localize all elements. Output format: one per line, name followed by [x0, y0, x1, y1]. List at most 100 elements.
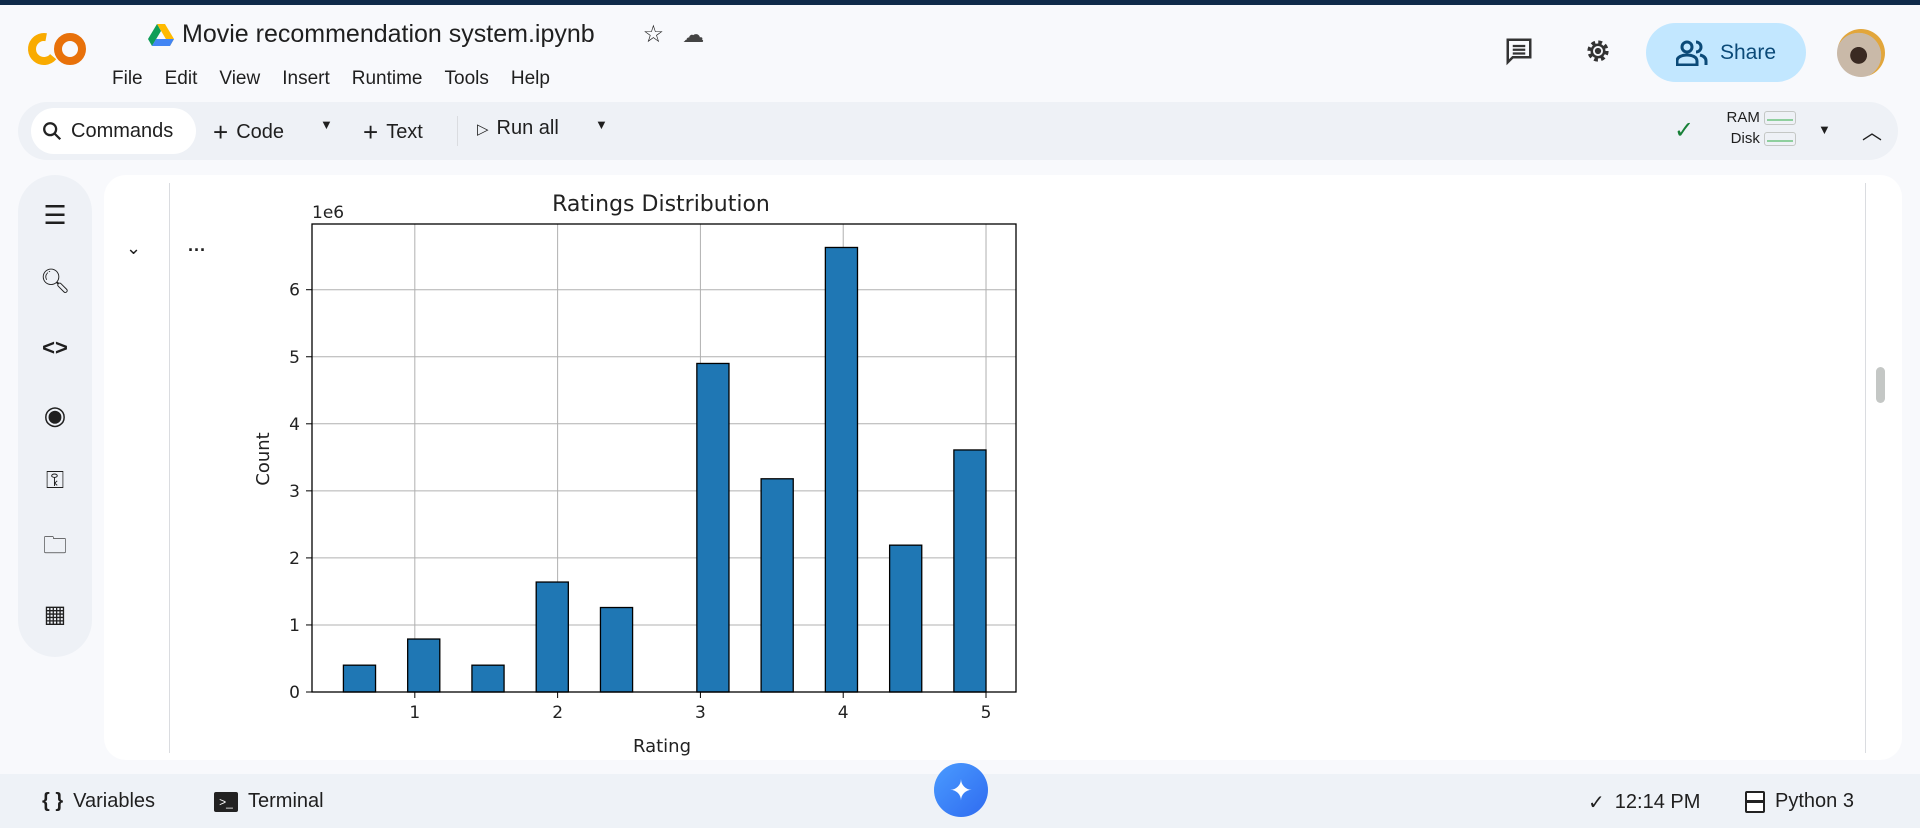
add-code-button[interactable]: + Code [213, 117, 284, 148]
share-button[interactable]: Share [1646, 23, 1806, 82]
y-axis-label: Count [253, 432, 274, 485]
resources-indicator[interactable]: RAM Disk [1708, 109, 1796, 147]
star-icon[interactable]: ☆ [642, 21, 665, 48]
text-label: Text [386, 121, 423, 143]
left-sidebar [18, 175, 92, 657]
plus-icon: + [363, 117, 379, 147]
variables-button[interactable]: { } Variables [42, 790, 155, 813]
plus-icon: + [213, 117, 229, 147]
table-of-contents-icon[interactable]: ☰ [43, 199, 67, 230]
x-tick-label: 2 [552, 703, 563, 723]
server-icon [1745, 790, 1765, 813]
menu-view[interactable]: View [219, 68, 261, 89]
code-dropdown-icon[interactable]: ▼ [320, 117, 333, 132]
cloud-saved-icon[interactable]: ☁ [682, 21, 705, 47]
terminal-icon: >_ [214, 791, 238, 812]
user-avatar[interactable] [1837, 29, 1885, 77]
run-all-button[interactable]: ▷ Run all [477, 117, 559, 140]
menu-insert[interactable]: Insert [282, 68, 330, 89]
histogram-bar [535, 581, 569, 693]
output-cell [104, 175, 1902, 760]
collapse-header-icon[interactable]: ︿ [1862, 122, 1882, 144]
histogram-bar [888, 544, 923, 693]
x-tick-label: 3 [695, 703, 706, 723]
code-snippets-icon[interactable]: <> [42, 335, 68, 360]
x-tick-label: 5 [981, 703, 992, 723]
files-folder-icon[interactable]: 🗀 [43, 531, 67, 559]
histogram-bar [953, 449, 987, 693]
runtime-info[interactable]: Python 3 [1745, 790, 1854, 813]
execution-status[interactable]: ✓ 12:14 PM [1588, 790, 1700, 815]
chart-title: Ratings Distribution [552, 192, 770, 217]
collapse-output-chevron-icon[interactable]: ⌄ [126, 238, 142, 258]
secrets-key-icon[interactable]: ⚿ [45, 467, 65, 494]
search-icon [43, 122, 62, 141]
people-icon [1675, 40, 1708, 66]
gemini-button[interactable]: ✦ [934, 763, 988, 817]
menu-edit[interactable]: Edit [164, 68, 198, 89]
ram-label: RAM [1726, 109, 1760, 126]
terminal-label: Terminal [248, 790, 324, 812]
settings-gear-icon[interactable] [1583, 36, 1613, 66]
y-tick-label: 6 [289, 281, 300, 301]
scrollbar-thumb[interactable] [1876, 367, 1885, 403]
variable-inspector-icon[interactable]: ◉ [43, 399, 67, 430]
histogram-bar [824, 246, 859, 693]
disk-bar [1764, 132, 1796, 147]
code-label: Code [236, 121, 284, 143]
plot-frame [311, 223, 1017, 693]
histogram-bar [471, 664, 505, 693]
connected-check-icon: ✓ [1674, 117, 1695, 144]
y-tick-label: 3 [289, 482, 300, 502]
variables-label: Variables [73, 790, 156, 812]
notebook-toolbar [18, 102, 1898, 160]
terminal-button[interactable]: >_ Terminal [214, 790, 324, 813]
commands-label: Commands [71, 119, 174, 142]
share-label: Share [1719, 40, 1777, 64]
data-table-icon[interactable]: ▦ [43, 600, 67, 628]
find-icon[interactable]: 🔍︎ [39, 267, 71, 295]
notebook-title-bar: Movie recommendation system.ipynb ☆ ☁ [148, 20, 704, 49]
braces-icon: { } [42, 790, 64, 812]
comments-icon[interactable] [1504, 36, 1534, 66]
histogram-bar [407, 638, 441, 693]
cell-right-line [1865, 183, 1866, 753]
x-tick-label: 1 [409, 703, 420, 723]
play-icon: ▷ [477, 120, 489, 138]
runtime-label: Python 3 [1775, 790, 1854, 812]
menu-file[interactable]: File [112, 68, 143, 89]
colab-logo[interactable] [27, 30, 87, 68]
disk-label: Disk [1730, 130, 1760, 147]
window-top-border [0, 0, 1920, 5]
y-tick-label: 4 [289, 415, 300, 435]
notebook-title[interactable]: Movie recommendation system.ipynb [182, 20, 595, 48]
execution-time: 12:14 PM [1614, 791, 1701, 813]
sparkle-icon: ✦ [949, 774, 973, 806]
run-all-dropdown-icon[interactable]: ▼ [595, 117, 608, 132]
cell-gutter-line [169, 183, 170, 753]
add-text-button[interactable]: + Text [363, 117, 423, 148]
menu-help[interactable]: Help [510, 68, 550, 89]
histogram-bar [696, 362, 730, 693]
output-actions-icon[interactable]: ··· [188, 240, 206, 260]
toolbar-divider [457, 116, 458, 146]
histogram-bar [760, 478, 794, 693]
histogram-bar [599, 606, 634, 693]
google-drive-icon [148, 23, 174, 46]
ram-bar [1764, 111, 1796, 126]
menu-runtime[interactable]: Runtime [351, 68, 423, 89]
x-tick-label: 4 [838, 703, 849, 723]
menu-bar: File Edit View Insert Runtime Tools Help [112, 68, 550, 90]
histogram-bar [342, 664, 377, 693]
runtime-dropdown-icon[interactable]: ▼ [1818, 122, 1831, 137]
y-tick-label: 5 [289, 348, 300, 368]
commands-button[interactable]: Commands [31, 108, 196, 154]
run-all-label: Run all [496, 117, 559, 139]
y-tick-label: 0 [289, 683, 300, 703]
y-tick-label: 2 [289, 549, 300, 569]
y-tick-label: 1 [289, 616, 300, 636]
x-axis-label: Rating [633, 736, 691, 757]
y-offset-label: 1e6 [312, 203, 344, 223]
ratings-chart: 1 2 3 4 5 0 1 2 3 4 5 6 Ratings Distribution 1e6 Ra… [253, 192, 1017, 757]
menu-tools[interactable]: Tools [444, 68, 489, 89]
